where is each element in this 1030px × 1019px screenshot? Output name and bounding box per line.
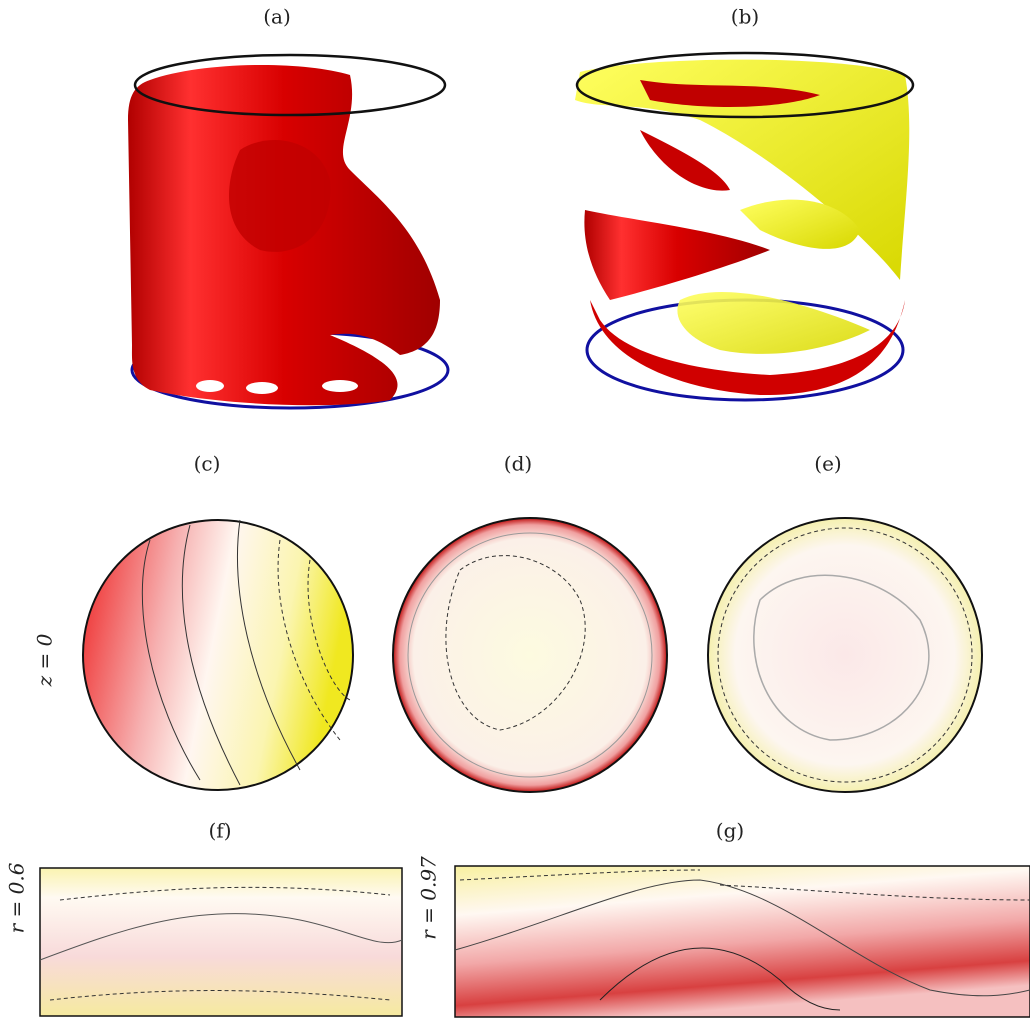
panel-label: (a) (263, 5, 291, 29)
panel-f (39, 867, 403, 1017)
panel-label: (g) (716, 819, 744, 843)
panel-label: (e) (814, 452, 841, 476)
row-label: r = 0.6 (5, 862, 29, 933)
panel-d (392, 517, 668, 793)
panel-a (128, 53, 450, 410)
panel-label: (b) (731, 5, 759, 29)
panel-label: (c) (194, 452, 221, 476)
row-label: z = 0 (33, 633, 57, 687)
row-label: r = 0.97 (417, 856, 441, 940)
panel-label: (d) (504, 452, 532, 476)
panel-label: (f) (208, 819, 231, 843)
panel-c (82, 519, 354, 791)
panel-g (454, 865, 1030, 1018)
panel-e (707, 517, 983, 793)
panel-b (575, 51, 915, 402)
